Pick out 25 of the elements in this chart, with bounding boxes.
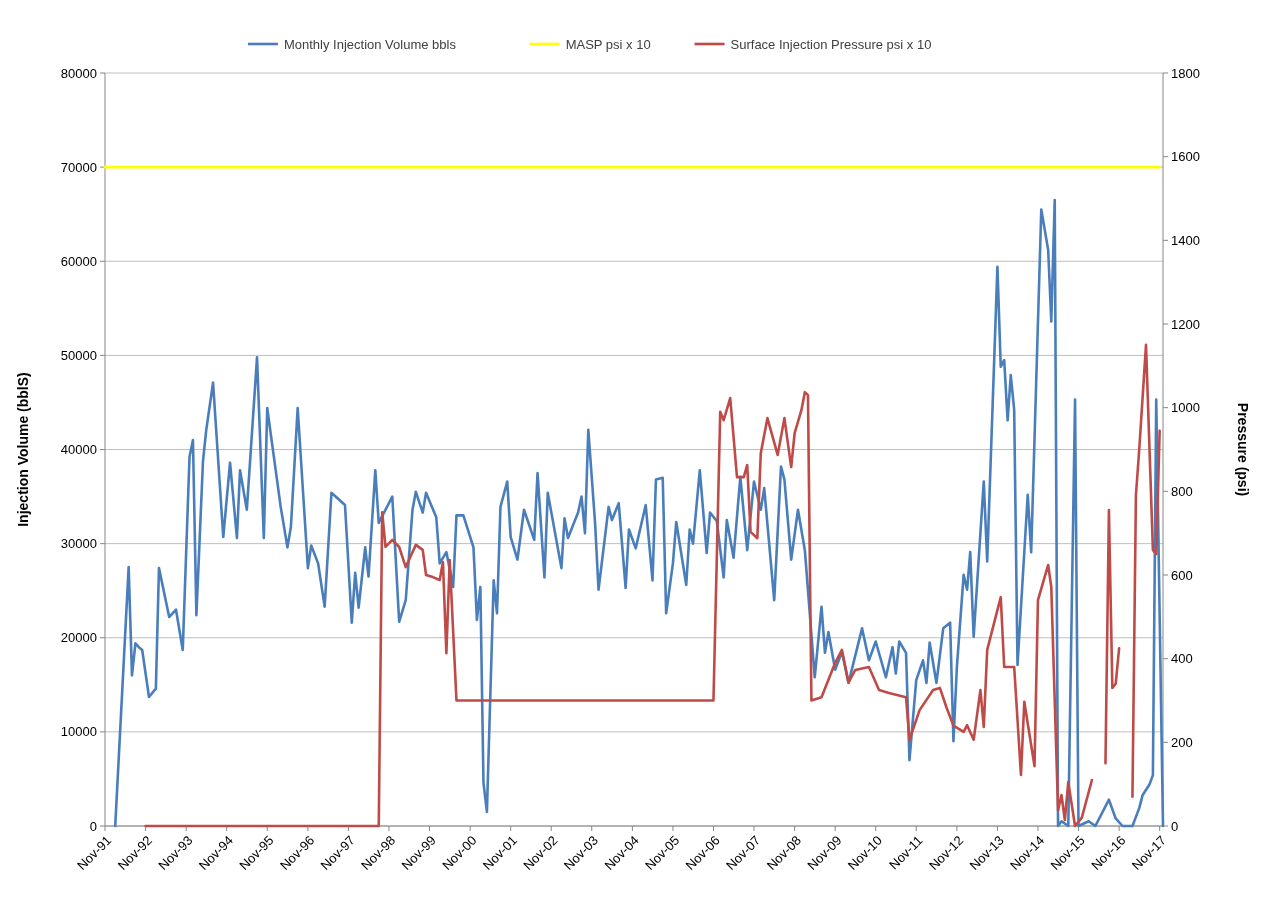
y-tick-label: 10000 xyxy=(60,724,97,740)
y2-tick-label: 1600 xyxy=(1171,149,1200,165)
legend-label: MASP psi x 10 xyxy=(565,36,651,52)
y-tick-label: 50000 xyxy=(60,347,97,363)
y-tick-label: 70000 xyxy=(60,159,97,175)
y2-tick-label: 800 xyxy=(1171,483,1193,499)
y2-axis-title: Pressure (psi) xyxy=(1235,402,1251,497)
y2-tick-label: 0 xyxy=(1171,818,1179,834)
y2-tick-label: 400 xyxy=(1171,651,1193,667)
y2-tick-label: 600 xyxy=(1171,567,1193,583)
y-tick-label: 30000 xyxy=(60,536,97,552)
y-axis-title: Injection Volume (bblS) xyxy=(15,372,31,527)
y-tick-label: 0 xyxy=(89,818,97,834)
line-series xyxy=(113,198,1165,828)
y-tick-label: 80000 xyxy=(60,65,97,81)
legend-label: Monthly Injection Volume bbls xyxy=(283,36,457,52)
y2-tick-label: 1000 xyxy=(1171,400,1200,416)
y2-tick-label: 1400 xyxy=(1171,232,1200,248)
y2-tick-label: 200 xyxy=(1171,734,1193,750)
y-tick-label: 60000 xyxy=(60,253,97,269)
legend-label: Surface Injection Pressure psi x 10 xyxy=(730,36,932,52)
y2-tick-label: 1800 xyxy=(1171,65,1200,81)
y2-tick-label: 1200 xyxy=(1171,316,1200,332)
y-tick-label: 20000 xyxy=(60,630,97,646)
y-tick-label: 40000 xyxy=(60,442,97,458)
